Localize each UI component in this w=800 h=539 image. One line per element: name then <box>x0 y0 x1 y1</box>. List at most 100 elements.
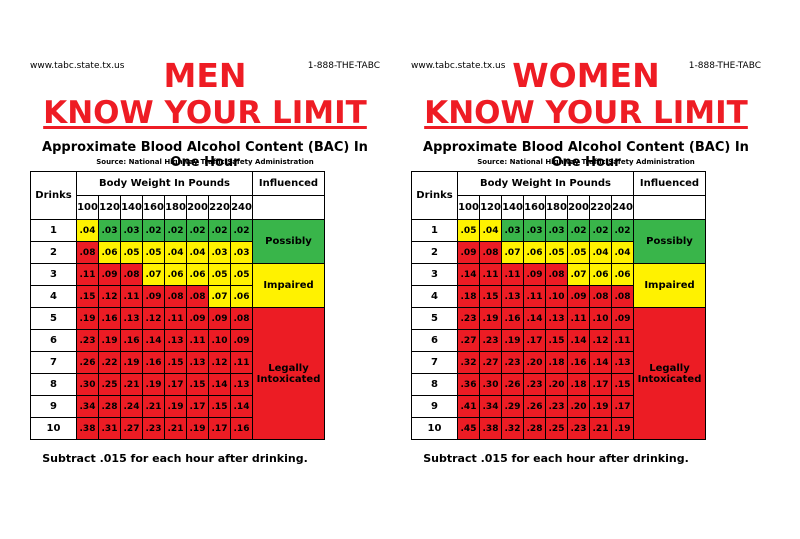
bac-value: .20 <box>523 351 546 374</box>
bac-value: .05 <box>142 241 165 264</box>
table-row: 9.34.28.24.21.19.17.15.14 <box>30 395 325 418</box>
table-row: 4.15.12.11.09.08.08.07.06 <box>30 285 325 308</box>
bac-value: .03 <box>523 219 546 242</box>
drink-count: 5 <box>30 307 77 330</box>
bac-value: .16 <box>230 417 253 440</box>
bac-value: .07 <box>142 263 165 286</box>
bac-value: .27 <box>457 329 480 352</box>
bac-value: .13 <box>545 307 568 330</box>
bac-value: .34 <box>479 395 502 418</box>
bac-value: .09 <box>230 329 253 352</box>
bac-value: .17 <box>589 373 612 396</box>
influenced-blank-cell <box>252 195 325 220</box>
bac-value: .23 <box>479 329 502 352</box>
bac-value: .02 <box>208 219 231 242</box>
bac-value: .02 <box>230 219 253 242</box>
bac-value: .15 <box>208 395 231 418</box>
bac-value: .05 <box>545 241 568 264</box>
possibly-label: Possibly <box>633 219 706 264</box>
bac-value: .15 <box>164 351 187 374</box>
possibly-label: Possibly <box>252 219 325 264</box>
table-row: 7.32.27.23.20.18.16.14.13 <box>411 351 706 374</box>
bac-value: .23 <box>567 417 590 440</box>
bac-value: .08 <box>230 307 253 330</box>
bac-value: .19 <box>186 417 209 440</box>
website-url: www.tabc.state.tx.us <box>411 61 506 71</box>
bac-value: .06 <box>523 241 546 264</box>
drinks-header: Drinks <box>30 171 77 220</box>
drink-count: 6 <box>30 329 77 352</box>
bac-value: .05 <box>208 263 231 286</box>
source-credit: Source: National Highway Traffic Safety … <box>477 158 695 166</box>
bac-value: .04 <box>186 241 209 264</box>
bac-value: .03 <box>208 241 231 264</box>
bac-value: .19 <box>98 329 121 352</box>
weight-column-header: 200 <box>567 195 590 220</box>
bac-value: .09 <box>98 263 121 286</box>
bac-value: .02 <box>164 219 187 242</box>
drink-count: 5 <box>411 307 458 330</box>
table-row: 2.08.06.05.05.04.04.03.03 <box>30 241 325 264</box>
drinks-header: Drinks <box>411 171 458 220</box>
table-row: 5.23.19.16.14.13.11.10.09 Legally Intoxica… <box>411 307 706 440</box>
know-your-limit-title: KNOW YOUR LIMIT <box>424 95 748 131</box>
bac-value: .14 <box>142 329 165 352</box>
bac-value: .23 <box>457 307 480 330</box>
bac-value: .04 <box>611 241 634 264</box>
bac-value: .18 <box>457 285 480 308</box>
impaired-label: Impaired <box>633 263 706 308</box>
bac-value: .03 <box>230 241 253 264</box>
bac-value: .03 <box>501 219 524 242</box>
bac-value: .23 <box>142 417 165 440</box>
bac-value: .12 <box>98 285 121 308</box>
bac-value: .12 <box>142 307 165 330</box>
weight-column-header: 100 <box>76 195 99 220</box>
bac-value: .09 <box>142 285 165 308</box>
body-weight-header: Body Weight In Pounds <box>457 171 634 196</box>
bac-value: .31 <box>98 417 121 440</box>
bac-value: .19 <box>479 307 502 330</box>
bac-value: .12 <box>589 329 612 352</box>
drink-count: 3 <box>30 263 77 286</box>
table-row: 10.45.38.32.28.25.23.21.19 <box>411 417 706 440</box>
weight-column-header: 220 <box>589 195 612 220</box>
bac-value: .11 <box>186 329 209 352</box>
bac-value: .21 <box>142 395 165 418</box>
gender-title: MEN <box>163 56 247 95</box>
bac-value: .08 <box>589 285 612 308</box>
bac-value: .11 <box>120 285 143 308</box>
legally-intoxicated-label: Legally Intoxicated <box>252 307 325 440</box>
bac-value: .11 <box>523 285 546 308</box>
hotline-number: 1-888-THE-TABC <box>307 61 380 71</box>
bac-value: .06 <box>98 241 121 264</box>
drink-count: 8 <box>30 373 77 396</box>
bac-value: .11 <box>230 351 253 374</box>
bac-value: .14 <box>230 395 253 418</box>
bac-value: .06 <box>186 263 209 286</box>
men-chart-panel: www.tabc.state.tx.us 1-888-THE-TABC MEN … <box>30 0 390 539</box>
bac-value: .11 <box>479 263 502 286</box>
legally-label-line1: Legally <box>649 362 690 374</box>
bac-value: .21 <box>164 417 187 440</box>
bac-value: .18 <box>545 351 568 374</box>
table-row: 8.30.25.21.19.17.15.14.13 <box>30 373 325 396</box>
drink-count: 10 <box>411 417 458 440</box>
drink-count: 8 <box>411 373 458 396</box>
bac-table: Drinks Body Weight In Pounds Influenced 100… <box>30 171 325 440</box>
table-row: 6.23.19.16.14.13.11.10.09 <box>30 329 325 352</box>
bac-value: .32 <box>457 351 480 374</box>
bac-value: .11 <box>567 307 590 330</box>
drink-count: 9 <box>30 395 77 418</box>
bac-value: .14 <box>589 351 612 374</box>
bac-value: .02 <box>567 219 590 242</box>
bac-value: .17 <box>208 417 231 440</box>
bac-value: .05 <box>230 263 253 286</box>
table-row: 10.38.31.27.23.21.19.17.16 <box>30 417 325 440</box>
bac-value: .23 <box>523 373 546 396</box>
bac-value: .21 <box>120 373 143 396</box>
bac-value: .08 <box>76 241 99 264</box>
bac-value: .16 <box>567 351 590 374</box>
chart-subtitle: Approximate Blood Alcohol Content (BAC) … <box>42 140 368 170</box>
website-url: www.tabc.state.tx.us <box>30 61 125 71</box>
bac-value: .16 <box>98 307 121 330</box>
